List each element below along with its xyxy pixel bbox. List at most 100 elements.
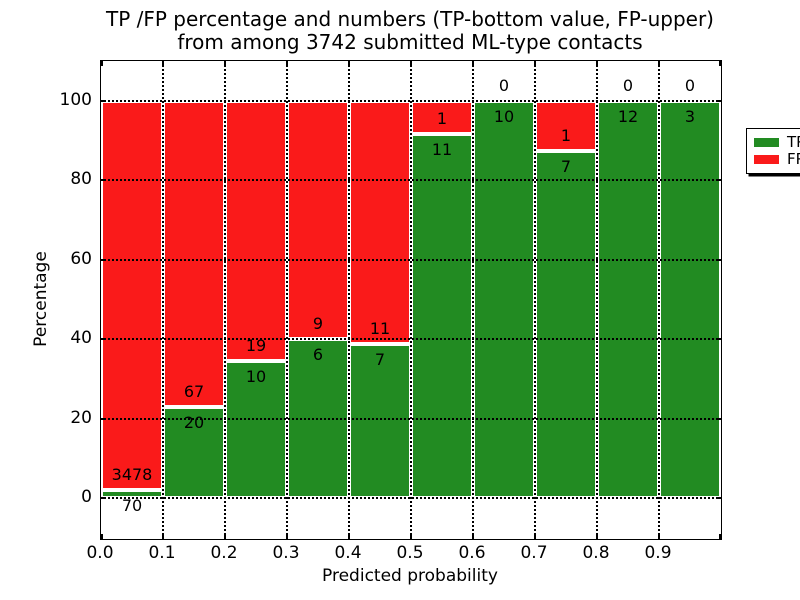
x-tick-label: 0.5 xyxy=(396,543,424,563)
x-tick-label: 0.8 xyxy=(582,543,610,563)
y-tick-mark xyxy=(716,179,721,182)
x-tick-label: 0.9 xyxy=(644,543,672,563)
chart-title-line2: from among 3742 submitted ML-type contac… xyxy=(177,30,643,54)
x-tick-mark xyxy=(348,61,350,66)
legend-color-patch xyxy=(754,138,779,147)
x-tick-label: 0.6 xyxy=(458,543,486,563)
x-tick-mark xyxy=(224,534,226,539)
x-axis-label: Predicted probability xyxy=(322,566,498,586)
vertical-gridline xyxy=(534,61,536,539)
bar-fp-segment xyxy=(163,101,225,407)
y-tick-mark xyxy=(716,258,721,261)
y-tick-mark xyxy=(101,497,106,499)
y-tick-mark xyxy=(716,338,721,341)
x-tick-mark xyxy=(410,61,412,66)
tp-count-label: 20 xyxy=(183,412,205,432)
bar-tp-segment xyxy=(659,101,721,498)
x-tick-mark xyxy=(101,61,103,66)
x-tick-label: 0.2 xyxy=(210,543,238,563)
y-tick-label: 100 xyxy=(59,90,92,110)
x-tick-mark xyxy=(658,534,660,539)
x-tick-label: 0.4 xyxy=(334,543,362,563)
y-tick-label: 80 xyxy=(70,169,92,190)
vertical-gridline xyxy=(410,61,412,539)
fp-count-label: 3478 xyxy=(111,465,153,485)
tp-count-label: 6 xyxy=(312,345,324,365)
x-tick-mark xyxy=(286,61,288,66)
x-tick-mark xyxy=(658,61,660,66)
vertical-gridline xyxy=(658,61,660,539)
x-tick-mark xyxy=(162,61,164,66)
legend-color-patch xyxy=(754,155,779,164)
tp-count-label: 12 xyxy=(617,107,639,126)
y-tick-mark xyxy=(101,417,106,420)
bar-fp-segment xyxy=(349,101,411,344)
vertical-gridline xyxy=(224,61,226,539)
tp-count-label: 7 xyxy=(560,156,572,176)
fp-count-label: 0 xyxy=(684,76,696,95)
x-tick-mark xyxy=(410,534,412,539)
x-tick-mark xyxy=(224,61,226,66)
y-tick-mark xyxy=(101,258,106,261)
y-tick-mark xyxy=(716,100,721,102)
legend-entry: FP xyxy=(754,152,800,167)
chart-title-line1: TP /FP percentage and numbers (TP-bottom… xyxy=(106,7,714,31)
fp-count-label: 9 xyxy=(312,314,324,334)
fp-count-label: 0 xyxy=(622,76,634,95)
x-tick-mark xyxy=(534,534,536,539)
x-tick-mark xyxy=(101,534,103,539)
vertical-gridline xyxy=(286,61,288,539)
x-tick-label: 0.0 xyxy=(86,543,114,563)
bar-fp-segment xyxy=(225,101,287,362)
tp-count-label: 10 xyxy=(493,107,515,126)
bar-tp-segment xyxy=(597,101,659,498)
x-tick-mark xyxy=(348,534,350,539)
chart-title: TP /FP percentage and numbers (TP-bottom… xyxy=(90,8,730,54)
x-tick-mark xyxy=(286,534,288,539)
fp-count-label: 0 xyxy=(498,76,510,95)
legend-entry: TP xyxy=(754,135,800,150)
vertical-gridline xyxy=(472,61,474,539)
fp-count-label: 1 xyxy=(560,125,572,145)
x-tick-mark xyxy=(534,61,536,66)
y-tick-mark xyxy=(716,417,721,420)
x-tick-mark xyxy=(719,534,721,539)
x-tick-mark xyxy=(162,534,164,539)
y-tick-mark xyxy=(101,100,106,102)
x-tick-mark xyxy=(596,534,598,539)
bar-fp-segment xyxy=(287,101,349,340)
tp-count-label: 11 xyxy=(431,140,453,160)
y-tick-mark xyxy=(101,179,106,182)
tp-count-label: 3 xyxy=(684,107,696,126)
x-tick-label: 0.1 xyxy=(148,543,176,563)
vertical-gridline xyxy=(348,61,350,539)
y-tick-mark xyxy=(716,497,721,499)
bar-tp-segment xyxy=(473,101,535,498)
x-tick-mark xyxy=(596,61,598,66)
fp-count-label: 1 xyxy=(436,109,448,129)
y-tick-label: 0 xyxy=(81,487,92,507)
legend: TPFP xyxy=(746,128,800,174)
x-tick-mark xyxy=(719,61,721,66)
bar-fp-segment xyxy=(101,101,163,491)
bar-tp-segment xyxy=(535,150,597,498)
x-tick-label: 0.3 xyxy=(272,543,300,563)
vertical-gridline xyxy=(596,61,598,539)
tp-count-label: 7 xyxy=(374,349,386,369)
legend-entry-label: TP xyxy=(787,133,800,151)
fp-count-label: 67 xyxy=(183,381,205,401)
tp-count-label: 10 xyxy=(245,367,267,387)
vertical-gridline xyxy=(162,61,164,539)
x-tick-label: 0.7 xyxy=(520,543,548,563)
tp-count-label: 70 xyxy=(121,496,143,516)
y-tick-mark xyxy=(101,338,106,341)
legend-entry-label: FP xyxy=(787,150,800,168)
x-tick-mark xyxy=(472,534,474,539)
x-tick-mark xyxy=(472,61,474,66)
y-tick-label: 60 xyxy=(70,248,92,269)
y-tick-label: 20 xyxy=(70,407,92,428)
fp-count-label: 19 xyxy=(245,336,267,356)
y-tick-label: 40 xyxy=(70,328,92,349)
